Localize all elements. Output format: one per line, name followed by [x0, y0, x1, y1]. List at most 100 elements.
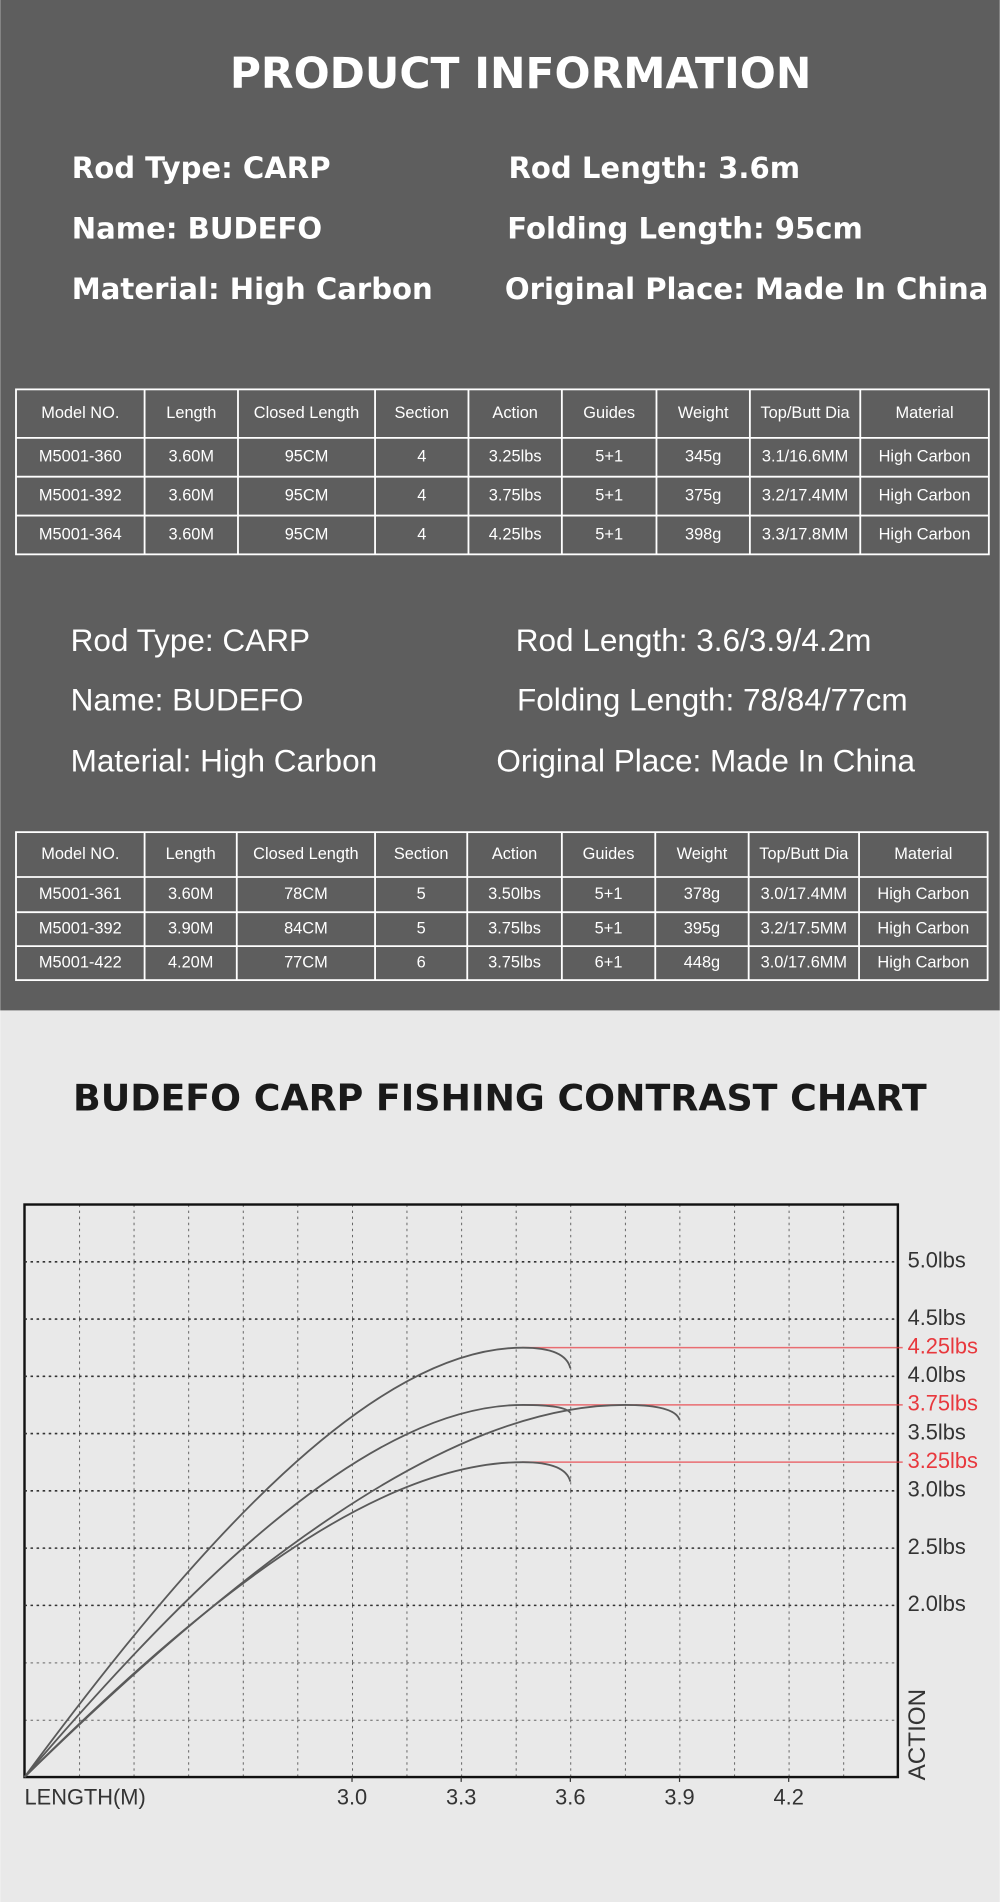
table-cell: 395g [684, 919, 720, 937]
table-header: Section [394, 404, 449, 422]
y-tick-label: 4.5lbs [908, 1305, 966, 1330]
info-background [0, 0, 1000, 1011]
reference-label: 3.75lbs [908, 1391, 978, 1416]
table-cell: 3.25lbs [489, 448, 542, 466]
table-header: Section [394, 845, 449, 863]
table-header: Weight [677, 845, 728, 863]
table-cell: 4.20M [168, 953, 213, 971]
table-header: Length [166, 845, 216, 863]
spec-right: Folding Length: 78/84/77cm [517, 682, 908, 718]
action-curve [23, 1403, 572, 1778]
table-cell: M5001-392 [39, 486, 122, 504]
table-cell: 3.60M [169, 448, 214, 466]
table-cell: 78CM [284, 885, 328, 903]
table-header: Weight [678, 404, 729, 422]
spec-left: Material: High Carbon [71, 742, 378, 778]
table-cell: 3.60M [168, 885, 213, 903]
table-cell: 4 [417, 525, 426, 543]
y-tick-label: 2.0lbs [908, 1591, 966, 1616]
table-cell: M5001-361 [39, 885, 122, 903]
table-header: Top/Butt Dia [761, 404, 851, 422]
table-cell: 95CM [285, 486, 329, 504]
table-cell: M5001-360 [39, 448, 122, 466]
table-cell: 3.60M [169, 486, 214, 504]
table-cell: 448g [684, 953, 720, 971]
table-cell: 4.25lbs [489, 525, 542, 543]
reference-label: 3.25lbs [908, 1448, 978, 1473]
table-header: Guides [583, 845, 635, 863]
table-cell: High Carbon [877, 919, 969, 937]
table-cell: 6 [417, 953, 426, 971]
table-cell: 5 [417, 919, 426, 937]
table-cell: 3.75lbs [488, 919, 541, 937]
spec-right: Original Place: Made In China [505, 272, 989, 306]
table-cell: 5+1 [595, 919, 623, 937]
table-cell: High Carbon [879, 525, 971, 543]
table-cell: 6+1 [595, 953, 623, 971]
page-title: PRODUCT INFORMATION [230, 50, 812, 99]
table-cell: 3.75lbs [489, 486, 542, 504]
table-header: Closed Length [253, 845, 359, 863]
reference-label: 4.25lbs [908, 1333, 978, 1358]
table-cell: 3.2/17.5MM [761, 919, 847, 937]
table-header: Closed Length [254, 404, 360, 422]
table-cell: High Carbon [879, 448, 971, 466]
table-cell: 5 [417, 885, 426, 903]
action-curve [23, 1461, 572, 1778]
table-cell: High Carbon [877, 885, 969, 903]
spec-right: Rod Length: 3.6m [508, 151, 800, 185]
spec-left: Rod Type: CARP [72, 151, 331, 185]
y-tick-label: 3.5lbs [908, 1419, 966, 1444]
table-cell: 84CM [284, 919, 328, 937]
spec-right: Folding Length: 95cm [507, 211, 863, 245]
table-cell: 3.0/17.6MM [761, 953, 847, 971]
table-cell: 3.90M [168, 919, 213, 937]
spec-left: Rod Type: CARP [71, 622, 310, 658]
table-header: Material [894, 845, 952, 863]
table-header: Length [166, 404, 216, 422]
action-curve [23, 1346, 572, 1778]
table-cell: M5001-392 [39, 919, 122, 937]
table-header: Model NO. [41, 845, 119, 863]
table-cell: M5001-422 [39, 953, 122, 971]
table-cell: 375g [685, 486, 721, 504]
table-cell: 3.2/17.4MM [762, 486, 848, 504]
table-cell: 5+1 [595, 448, 623, 466]
table-cell: 3.75lbs [488, 953, 541, 971]
table-cell: 5+1 [595, 525, 623, 543]
table-cell: 3.3/17.8MM [762, 525, 848, 543]
x-tick-label: 3.3 [446, 1785, 476, 1810]
table-header: Model NO. [41, 404, 119, 422]
spec-left: Name: BUDEFO [71, 682, 304, 718]
y-tick-label: 3.0lbs [908, 1477, 966, 1502]
y-tick-label: 5.0lbs [908, 1248, 966, 1273]
table-cell: 345g [685, 448, 721, 466]
table-cell: 77CM [284, 953, 328, 971]
table-cell: M5001-364 [39, 525, 122, 543]
table-header: Material [895, 404, 953, 422]
table-border [15, 831, 989, 982]
x-tick-label: 4.2 [774, 1785, 804, 1810]
table-cell: 3.0/17.4MM [761, 885, 847, 903]
y-tick-label: 2.5lbs [908, 1534, 966, 1559]
spec-left: Material: High Carbon [72, 272, 433, 306]
spec-right: Original Place: Made In China [496, 742, 915, 778]
spec-right: Rod Length: 3.6/3.9/4.2m [516, 622, 872, 658]
x-tick-label: 3.6 [555, 1785, 585, 1810]
table-cell: High Carbon [877, 953, 969, 971]
table-header: Top/Butt Dia [759, 845, 849, 863]
table-border [15, 388, 990, 556]
table-cell: 3.60M [169, 525, 214, 543]
table-header: Action [492, 845, 537, 863]
table-cell: 5+1 [595, 486, 623, 504]
spec-left: Name: BUDEFO [72, 211, 322, 245]
content: Rod Type: CARP Rod Length: 3.6m Name: BUDE… [15, 151, 990, 1810]
table-cell: 3.50lbs [488, 885, 541, 903]
table-cell: 378g [684, 885, 720, 903]
table-cell: 95CM [285, 448, 329, 466]
y-tick-label: 4.0lbs [908, 1362, 966, 1387]
table-cell: 4 [417, 448, 426, 466]
table-cell: 3.1/16.6MM [762, 448, 848, 466]
x-tick-label: 3.0 [337, 1785, 367, 1810]
